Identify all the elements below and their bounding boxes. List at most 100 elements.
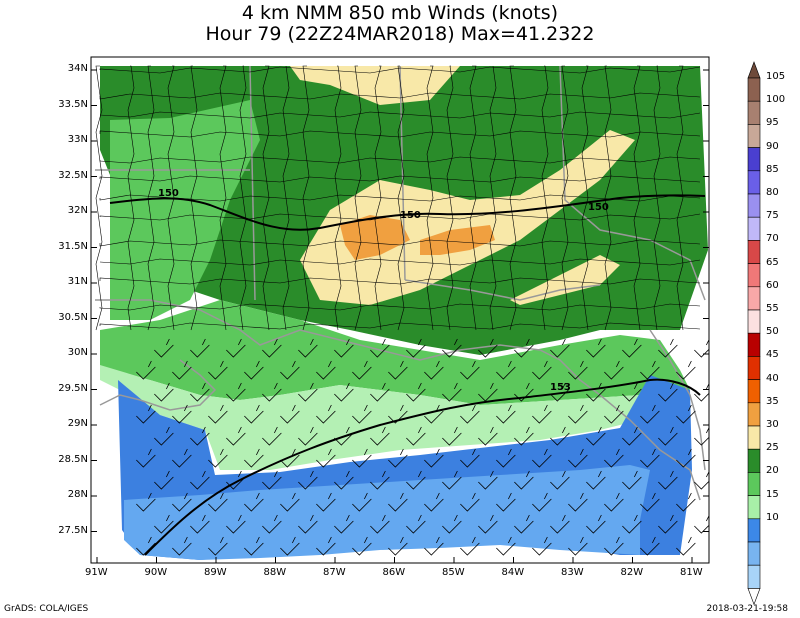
colorbar-swatch xyxy=(747,448,761,473)
county-line xyxy=(633,65,641,331)
wind-barb xyxy=(442,514,462,534)
wind-barb xyxy=(154,338,174,358)
wind-barb xyxy=(136,492,156,512)
wind-barb xyxy=(568,404,588,424)
wind-barb xyxy=(298,470,318,490)
wind-barb xyxy=(676,448,696,468)
wind-barb xyxy=(352,492,372,512)
colorbar-swatch xyxy=(747,425,761,450)
wind-barb xyxy=(262,470,282,490)
county-line xyxy=(99,175,701,183)
wind-barb xyxy=(172,360,192,380)
wind-barb xyxy=(622,426,642,446)
wind-barb xyxy=(244,404,264,424)
wind-barb xyxy=(388,448,408,468)
county-line xyxy=(604,65,612,331)
wind-barb xyxy=(496,492,516,512)
wind-barb xyxy=(622,514,642,534)
wind-barb xyxy=(658,382,678,402)
colorbar-label: 75 xyxy=(766,210,779,222)
colorbar-label: 55 xyxy=(766,303,779,314)
county-lines xyxy=(95,65,701,331)
wind-barb xyxy=(604,404,624,424)
colorbar-swatch xyxy=(747,263,761,288)
wind-barb xyxy=(496,448,516,468)
lat-label: 32N xyxy=(67,205,88,216)
lon-label: 82W xyxy=(620,567,644,578)
wind-barb xyxy=(442,426,462,446)
wind-barb xyxy=(460,536,480,556)
county-line xyxy=(99,258,701,266)
wind-30-35-region xyxy=(110,100,260,320)
wind-barb xyxy=(658,426,678,446)
wind-barb xyxy=(640,448,660,468)
county-line xyxy=(99,111,701,119)
colorbar-swatch xyxy=(747,170,761,195)
wind-barb xyxy=(622,338,642,358)
wind-barb xyxy=(550,338,570,358)
lat-label: 27.5N xyxy=(58,524,88,536)
colorbar-swatch xyxy=(747,356,761,380)
wind-barb xyxy=(514,470,534,490)
colorbar-label: 15 xyxy=(766,488,779,500)
colorbar-swatch xyxy=(747,77,761,102)
wind-barb xyxy=(388,536,408,556)
colorbar-swatch xyxy=(747,495,761,520)
wind-barb xyxy=(640,536,660,556)
wind-barb xyxy=(208,536,228,556)
lon-label: 91W xyxy=(85,567,108,578)
wind-barb xyxy=(676,536,696,556)
wind-barb xyxy=(586,514,606,534)
county-line xyxy=(127,65,135,331)
wind-barb xyxy=(622,470,642,490)
colorbar-swatch xyxy=(747,472,761,496)
colorbar-label: 60 xyxy=(766,279,779,291)
wind-barb xyxy=(154,426,174,446)
contour-lines xyxy=(109,194,706,556)
wind-barb xyxy=(460,492,480,512)
wind-barb xyxy=(514,426,534,446)
wind-barb xyxy=(280,404,300,424)
wind-barb xyxy=(280,360,300,380)
colorbar-label: 70 xyxy=(766,233,779,245)
contour-label: 153 xyxy=(550,382,571,393)
county-line xyxy=(99,156,701,164)
county-line xyxy=(653,65,661,331)
county-line xyxy=(95,65,103,331)
lon-label: 83W xyxy=(561,567,584,578)
map-subtitle: Hour 79 (22Z24MAR2018) Max=41.2322 xyxy=(205,23,595,45)
lon-label: 81W xyxy=(680,567,703,578)
wind-barb xyxy=(370,338,390,358)
wind-barb xyxy=(424,492,444,512)
wind-barb xyxy=(262,338,282,358)
lat-label: 31N xyxy=(67,276,88,287)
wind-barb xyxy=(496,360,516,380)
timestamp-text: 2018-03-21-19:58 xyxy=(706,604,789,614)
wind-barb xyxy=(550,470,570,490)
county-line xyxy=(282,65,290,331)
wind-barbs xyxy=(136,338,709,556)
lat-label: 28N xyxy=(67,489,88,500)
lon-label: 84W xyxy=(501,567,525,578)
county-line xyxy=(302,65,310,331)
wind-barb xyxy=(352,360,372,380)
county-line xyxy=(676,65,684,331)
wind-barb xyxy=(514,338,534,358)
wind-barb xyxy=(586,426,606,446)
colorbar xyxy=(747,61,761,606)
county-line xyxy=(397,65,405,331)
wind-barb xyxy=(190,382,210,402)
wind-barb xyxy=(226,470,246,490)
wind-barb xyxy=(460,448,480,468)
colorbar-label: 105 xyxy=(766,71,786,82)
county-line xyxy=(99,130,701,138)
colorbar-label: 40 xyxy=(766,372,779,384)
wind-barb xyxy=(226,338,246,358)
wind-barb xyxy=(136,360,156,380)
lat-label: 30N xyxy=(67,347,88,358)
colorbar-label: 10 xyxy=(766,511,779,523)
county-line xyxy=(99,92,701,100)
colorbar-swatch xyxy=(747,216,761,241)
wind-barb xyxy=(172,448,192,468)
county-line xyxy=(469,65,477,331)
